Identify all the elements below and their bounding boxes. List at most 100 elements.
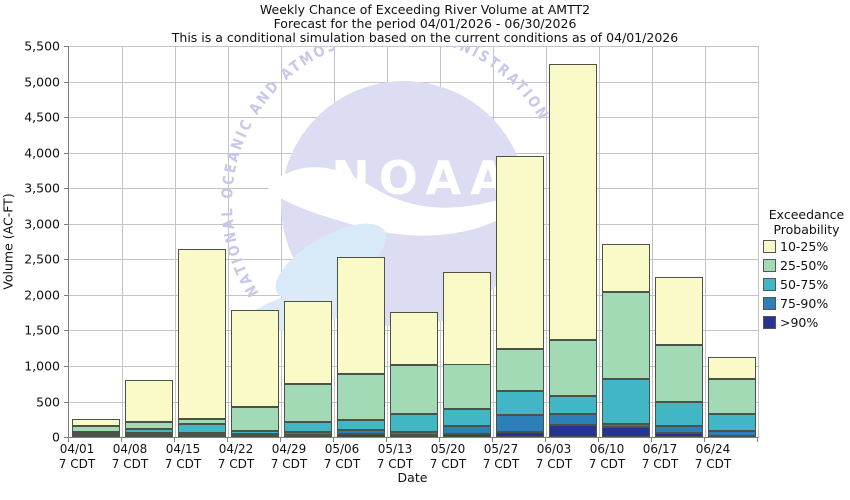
bar-segment (442, 364, 491, 409)
bar-segment (71, 435, 120, 437)
x-tick-mark (704, 438, 705, 442)
legend-swatch (763, 259, 776, 272)
stacked-bar (389, 311, 438, 437)
bar-segment (442, 426, 491, 434)
x-tick-date: 06/10 (589, 442, 625, 456)
y-tick-mark (64, 330, 68, 332)
bar-segment (495, 414, 544, 432)
stacked-bar (71, 418, 120, 437)
vertical-gridline (705, 46, 706, 437)
vertical-gridline (281, 46, 282, 437)
bar-segment (495, 391, 544, 415)
chart-subtitle-2: This is a conditional simulation based o… (171, 30, 679, 45)
y-tick-mark (64, 259, 68, 261)
x-tick-time: 7 CDT (217, 457, 255, 471)
x-tick-mark (439, 438, 440, 442)
legend-swatch (763, 240, 776, 253)
x-tick-date: 04/15 (165, 442, 201, 456)
bar-segment (654, 432, 703, 437)
y-tick-label: 1,000 (24, 358, 60, 374)
stacked-bar (442, 272, 491, 437)
stacked-bar (283, 301, 332, 437)
x-tick-label: 04/15 7 CDT (165, 442, 201, 472)
y-tick-mark (64, 46, 68, 47)
bar-segment (548, 424, 597, 437)
x-tick-date: 06/17 (642, 442, 678, 456)
chart-titles: Weekly Chance of Exceeding River Volume … (0, 3, 850, 45)
bar-segment (442, 433, 491, 437)
x-tick-mark (121, 438, 122, 442)
x-tick-label: 05/27 7 CDT (483, 442, 519, 472)
vertical-gridline (599, 46, 600, 437)
x-tick-label: 06/03 7 CDT (536, 442, 572, 472)
y-tick-label: 4,500 (24, 109, 60, 125)
bar-segment (548, 396, 597, 415)
bar-segment (389, 364, 438, 415)
bar-segment (336, 257, 385, 375)
stacked-bar (654, 277, 703, 437)
x-tick-mark (492, 438, 493, 442)
bar-segment (548, 340, 597, 397)
x-tick-label: 04/22 7 CDT (218, 442, 254, 472)
legend-swatch (763, 297, 776, 310)
bar-segment (230, 309, 279, 408)
x-tick-label: 05/13 7 CDT (377, 442, 413, 472)
stacked-bar (707, 357, 756, 437)
bar-segment (601, 379, 650, 424)
y-tick-label: 500 (36, 394, 60, 409)
bar-segment (495, 348, 544, 392)
bar-segment (654, 345, 703, 403)
bar-segment (495, 431, 544, 437)
x-tick-label: 06/10 7 CDT (589, 442, 625, 472)
stacked-bar (495, 156, 544, 437)
bar-segment (177, 248, 226, 419)
y-tick-label: 2,500 (24, 251, 60, 267)
x-tick-date: 04/22 (218, 442, 254, 456)
bar-segment (283, 301, 332, 385)
y-tick-label: 5,500 (24, 38, 60, 54)
x-tick-mark (651, 438, 652, 442)
legend-title-line1: Exceedance (768, 207, 845, 222)
x-tick-date: 06/24 (695, 442, 731, 456)
bar-segment (177, 433, 226, 436)
stacked-bar (177, 248, 226, 437)
x-tick-time: 7 CDT (323, 457, 361, 471)
legend-item: 75-90% (763, 294, 850, 313)
bar-segment (601, 291, 650, 380)
bar-segment (442, 272, 491, 365)
x-tick-time: 7 CDT (58, 457, 96, 471)
x-tick-time: 7 CDT (482, 457, 520, 471)
bar-segment (601, 427, 650, 437)
bar-segment (601, 243, 650, 292)
y-tick-label: 3,000 (24, 216, 60, 232)
plot-area: NATIONAL OCEANIC AND ATMOSPHERIC ADMINIS… (68, 46, 759, 438)
chart-title: Weekly Chance of Exceeding River Volume … (259, 2, 591, 17)
bar-segment (124, 435, 173, 437)
x-tick-date: 04/29 (271, 442, 307, 456)
x-tick-time: 7 CDT (270, 457, 308, 471)
bar-segment (601, 423, 650, 428)
legend-label: 10-25% (780, 239, 829, 254)
legend-title-line2: Probability (773, 222, 840, 237)
x-tick-time: 7 CDT (694, 457, 732, 471)
bar-segment (283, 384, 332, 422)
y-tick-mark (64, 437, 68, 438)
stacked-bar (601, 243, 650, 437)
stacked-bar (230, 309, 279, 437)
vertical-gridline (175, 46, 176, 437)
bar-segment (442, 408, 491, 427)
x-tick-label: 06/17 7 CDT (642, 442, 678, 472)
bar-segment (707, 357, 756, 380)
bar-segment (230, 430, 279, 435)
x-tick-time: 7 CDT (588, 457, 626, 471)
chart-subtitle: Forecast for the period 04/01/2026 - 06/… (273, 16, 577, 31)
watermark-noaa-text: NOAA (331, 151, 515, 205)
y-tick-mark (64, 401, 68, 403)
leaf-shape (275, 223, 387, 301)
x-tick-date: 04/08 (112, 442, 148, 456)
bar-segment (177, 423, 226, 434)
y-tick-mark (64, 188, 68, 190)
y-tick-label: 4,000 (24, 145, 60, 161)
x-tick-date: 06/03 (536, 442, 572, 456)
x-tick-mark (545, 438, 546, 442)
